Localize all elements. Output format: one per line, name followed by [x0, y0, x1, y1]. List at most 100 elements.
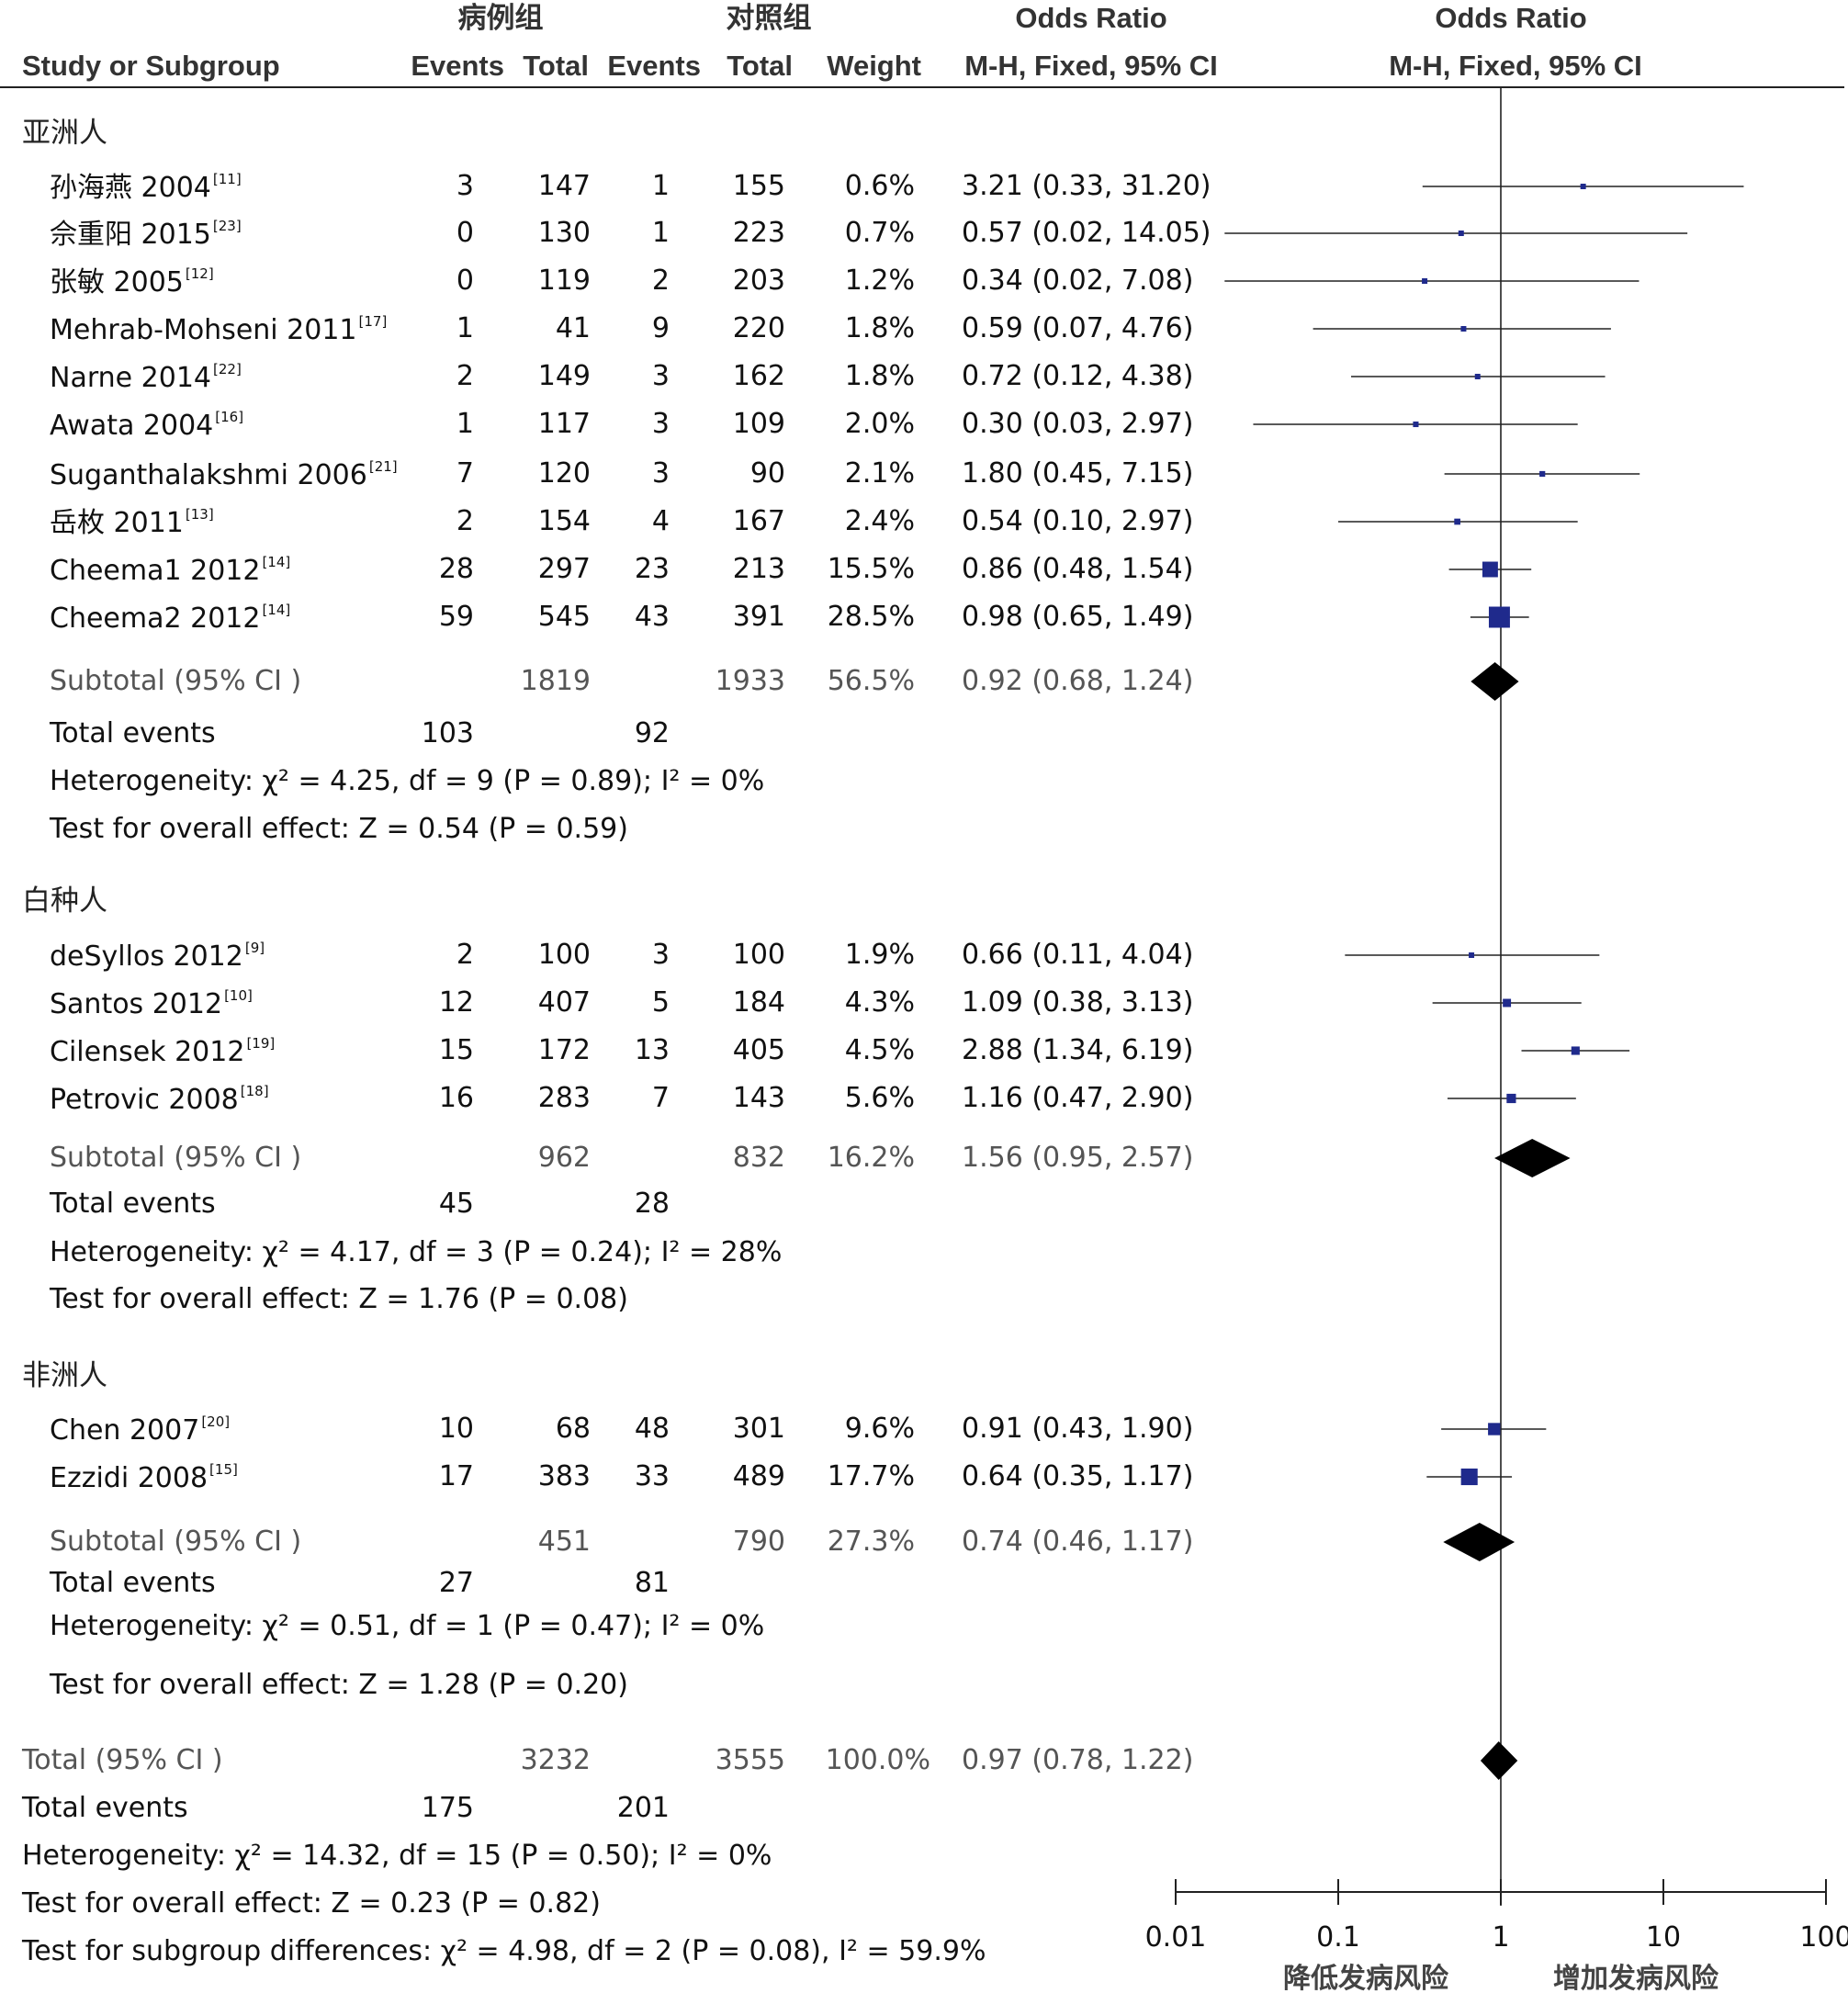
- subtotal-or-ci: 0.74 (0.46, 1.17): [962, 1526, 1194, 1558]
- case-total: 119: [537, 265, 591, 297]
- study-weight: 0.6%: [844, 170, 915, 202]
- case-events: 16: [438, 1082, 474, 1114]
- study-or-ci: 3.21 (0.33, 31.20): [962, 170, 1211, 202]
- subtotal-diamond: [1443, 1523, 1516, 1561]
- total-events-case: 27: [438, 1567, 474, 1599]
- reference-marker: [16]: [215, 409, 244, 425]
- control-events: 3: [651, 360, 670, 392]
- study-square: [1503, 998, 1512, 1008]
- reference-marker: [14]: [262, 602, 291, 618]
- subtotal-case-total: 1819: [520, 665, 591, 697]
- case-events: 12: [438, 986, 474, 1019]
- case-total: 120: [537, 457, 591, 490]
- control-events: 48: [634, 1413, 670, 1445]
- total-header: Total: [523, 50, 589, 82]
- subtotal-control-total: 832: [732, 1142, 785, 1174]
- total-events-control: 28: [634, 1188, 670, 1220]
- case-total: 383: [537, 1460, 591, 1492]
- total-label: Total (95% CI ): [22, 1744, 223, 1776]
- study-name: Cheema2 2012 [14]: [50, 603, 290, 633]
- overall-effect: Test for overall effect: Z = 0.54 (P = 0…: [50, 813, 628, 845]
- control-total: 213: [732, 553, 785, 585]
- study-square: [1454, 518, 1460, 525]
- odds-ratio-header: Odds Ratio: [1015, 2, 1167, 34]
- study-square: [1488, 606, 1510, 628]
- total-case-total: 3232: [520, 1744, 591, 1776]
- total-events-case: 45: [438, 1188, 474, 1220]
- method-plot-header: M-H, Fixed, 95% CI: [1389, 50, 1642, 82]
- control-total: 90: [749, 457, 785, 490]
- reference-marker: [19]: [246, 1035, 276, 1052]
- study-square: [1469, 952, 1475, 958]
- study-name: 张敏 2005 [12]: [50, 267, 214, 297]
- case-total: 130: [537, 217, 591, 249]
- study-or-ci: 0.86 (0.48, 1.54): [962, 553, 1194, 585]
- control-events: 43: [634, 601, 670, 633]
- study-weight: 2.0%: [844, 408, 915, 440]
- subgroup-heading: 亚洲人: [22, 117, 107, 150]
- study-weight: 1.2%: [844, 265, 915, 297]
- study-header: Study or Subgroup: [22, 50, 280, 82]
- study-name: Cilensek 2012 [19]: [50, 1037, 275, 1066]
- study-or-ci: 1.16 (0.47, 2.90): [962, 1082, 1194, 1114]
- subtotal-label: Subtotal (95% CI ): [50, 665, 302, 697]
- case-total: 41: [555, 312, 591, 344]
- total-events-label: Total events: [50, 1567, 216, 1599]
- study-name: Ezzidi 2008 [15]: [50, 1463, 238, 1492]
- case-events: 10: [438, 1413, 474, 1445]
- x-tick-label: 0.1: [1316, 1921, 1360, 1954]
- study-name: 佘重阳 2015 [23]: [50, 220, 242, 249]
- study-or-ci: 0.98 (0.65, 1.49): [962, 601, 1194, 633]
- subtotal-case-total: 451: [537, 1526, 591, 1558]
- total2-header: Total: [727, 50, 793, 82]
- study-weight: 15.5%: [827, 553, 915, 585]
- study-name: Petrovic 2008 [18]: [50, 1085, 269, 1114]
- study-square: [1460, 1468, 1478, 1486]
- study-square: [1413, 421, 1419, 428]
- study-or-ci: 0.54 (0.10, 2.97): [962, 505, 1194, 537]
- total-events-label: Total events: [22, 1792, 188, 1824]
- study-label: Cilensek 2012: [50, 1036, 245, 1068]
- subtotal-weight: 56.5%: [827, 665, 915, 697]
- control-total: 162: [732, 360, 785, 392]
- subtotal-weight: 16.2%: [827, 1142, 915, 1174]
- case-events: 1: [456, 408, 474, 440]
- case-events: 7: [456, 457, 474, 490]
- study-name: Mehrab-Mohseni 2011 [17]: [50, 315, 387, 344]
- control-group-header: 对照组: [726, 2, 812, 34]
- reference-marker: [13]: [185, 506, 214, 523]
- study-weight: 4.5%: [844, 1034, 915, 1066]
- case-total: 172: [537, 1034, 591, 1066]
- heterogeneity: Heterogeneity: χ² = 14.32, df = 15 (P = …: [22, 1840, 772, 1872]
- reference-marker: [10]: [224, 987, 253, 1004]
- total-events-label: Total events: [50, 717, 216, 749]
- control-events: 3: [651, 408, 670, 440]
- total-events-label: Total events: [50, 1188, 216, 1220]
- reference-marker: [21]: [368, 458, 398, 475]
- method-header: M-H, Fixed, 95% CI: [964, 50, 1218, 82]
- x-tick-label: 10: [1646, 1921, 1681, 1954]
- reference-marker: [23]: [212, 218, 242, 234]
- x-tick-label: 1: [1492, 1921, 1509, 1954]
- heterogeneity: Heterogeneity: χ² = 4.17, df = 3 (P = 0.…: [50, 1236, 783, 1268]
- reference-marker: [9]: [244, 940, 265, 956]
- control-total: 143: [732, 1082, 785, 1114]
- study-name: Santos 2012 [10]: [50, 989, 253, 1019]
- study-square: [1474, 374, 1481, 379]
- study-name: 岳枚 2011 [13]: [50, 508, 214, 537]
- x-tick-label: 100: [1799, 1921, 1848, 1954]
- case-events: 2: [456, 505, 474, 537]
- control-events: 33: [634, 1460, 670, 1492]
- subtotal-control-total: 1933: [715, 665, 785, 697]
- control-total: 155: [732, 170, 785, 202]
- study-or-ci: 0.66 (0.11, 4.04): [962, 939, 1194, 971]
- total-events-control: 201: [616, 1792, 670, 1824]
- study-or-ci: 0.57 (0.02, 14.05): [962, 217, 1211, 249]
- study-label: Mehrab-Mohseni 2011: [50, 314, 357, 346]
- case-total: 117: [537, 408, 591, 440]
- study-label: deSyllos 2012: [50, 940, 243, 973]
- study-name: deSyllos 2012 [9]: [50, 941, 265, 971]
- control-events: 1: [651, 170, 670, 202]
- total-events-control: 92: [634, 717, 670, 749]
